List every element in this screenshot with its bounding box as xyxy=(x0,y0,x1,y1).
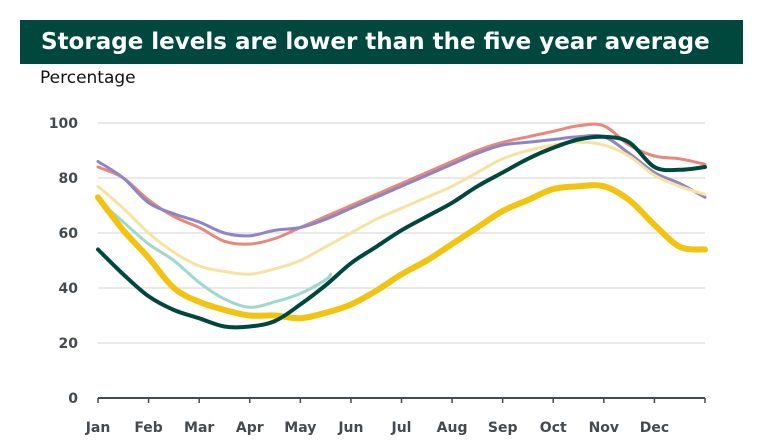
y-tick-label: 0 xyxy=(68,391,78,407)
x-tick-label: Jul xyxy=(391,420,412,436)
x-tick-label: Oct xyxy=(540,420,567,436)
x-tick-label: Dec xyxy=(640,420,669,436)
x-tick-label: Jan xyxy=(85,420,111,436)
series-line-1 xyxy=(96,122,707,246)
series-line-4 xyxy=(96,198,333,309)
series-line-3 xyxy=(96,140,707,276)
y-tick-label: 40 xyxy=(59,281,79,297)
x-tick-label: Apr xyxy=(236,420,264,436)
y-tick-label: 80 xyxy=(59,171,79,187)
x-tick-label: Mar xyxy=(184,420,214,436)
y-tick-label: 100 xyxy=(49,116,78,132)
x-tick-label: Sep xyxy=(488,420,518,436)
x-tick-label: Nov xyxy=(589,420,619,436)
y-tick-label: 60 xyxy=(59,226,79,242)
y-tick-label: 20 xyxy=(59,336,79,352)
chart-title: Storage levels are lower than the five y… xyxy=(20,20,743,64)
series-line-5 xyxy=(95,182,708,322)
series-line-2 xyxy=(96,133,707,238)
y-axis-label: Percentage xyxy=(40,68,136,88)
x-tick-label: Aug xyxy=(437,420,468,436)
x-tick-label: Feb xyxy=(134,420,163,436)
x-tick-label: May xyxy=(284,420,316,436)
x-tick-label: Jun xyxy=(337,420,363,436)
series-line-6 xyxy=(96,134,707,330)
